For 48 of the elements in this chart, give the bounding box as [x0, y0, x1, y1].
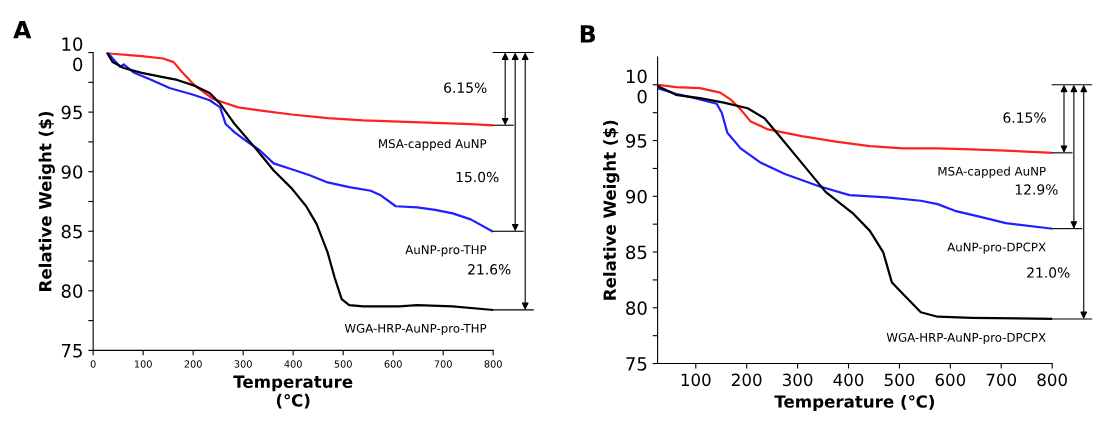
y-tick-label: 95	[61, 105, 82, 120]
x-tick-label: 500	[884, 373, 915, 387]
annotation: 6.15%	[444, 82, 487, 93]
x-tick-label: 400	[833, 373, 864, 387]
series-label: AuNP-pro-DPCPX	[947, 242, 1046, 254]
annotation: 21.0%	[1027, 267, 1070, 278]
x-tick-label: 700	[434, 360, 452, 368]
x-tick-label: 600	[935, 373, 966, 387]
series-label: MSA-capped AuNP	[379, 138, 487, 151]
x-tick-label: 800	[484, 360, 502, 368]
x-tick-label: 400	[284, 360, 302, 368]
annotation: 21.6%	[468, 264, 511, 275]
x-tick-label: 800	[1037, 373, 1067, 387]
y-tick-label: 80	[626, 301, 647, 315]
y-tick-label: 85	[61, 224, 82, 239]
y-tick-label: 10 0	[626, 69, 647, 104]
x-tick-label: 100	[681, 373, 711, 387]
series-label: WGA-HRP-AuNP-pro-DPCPX	[886, 332, 1046, 345]
x-tick-label: 300	[234, 360, 252, 368]
annotation: 6.15%	[1003, 112, 1046, 123]
y-tick-label: 75	[61, 344, 82, 358]
y-tick-label: 90	[626, 189, 647, 204]
x-axis-title: Temperature (℃)	[774, 394, 934, 412]
x-tick-label: 200	[184, 360, 202, 368]
x-tick-label: 700	[986, 373, 1017, 387]
x-tick-label: 300	[782, 373, 813, 387]
y-axis-title: Relative Weight ($)	[603, 120, 620, 300]
x-tick-label: 200	[732, 373, 762, 387]
series-label: MSA-capped AuNP	[938, 166, 1046, 178]
series-label: AuNP-pro-THP	[405, 245, 487, 257]
chart-title: A	[13, 21, 32, 39]
chart-title: B	[580, 25, 596, 43]
y-axis-title: Relative Weight ($)	[38, 111, 55, 291]
y-tick-label: 75	[626, 357, 647, 371]
line-series	[657, 83, 1053, 154]
annotation: 15.0%	[456, 171, 499, 183]
x-tick-label: 0	[90, 360, 96, 368]
x-tick-label: 100	[134, 360, 152, 368]
x-tick-label: 600	[384, 360, 402, 368]
y-tick-label: 80	[61, 284, 83, 298]
annotation: 12.9%	[1015, 184, 1058, 195]
series-label: WGA-HRP-AuNP-pro-THP	[344, 323, 487, 336]
x-axis-title: Temperature (℃)	[233, 375, 353, 409]
y-tick-label: 85	[626, 245, 647, 260]
y-tick-label: 95	[626, 134, 647, 148]
y-tick-label: 10 0	[62, 37, 83, 72]
y-tick-label: 90	[61, 165, 83, 179]
x-tick-label: 500	[334, 360, 352, 368]
